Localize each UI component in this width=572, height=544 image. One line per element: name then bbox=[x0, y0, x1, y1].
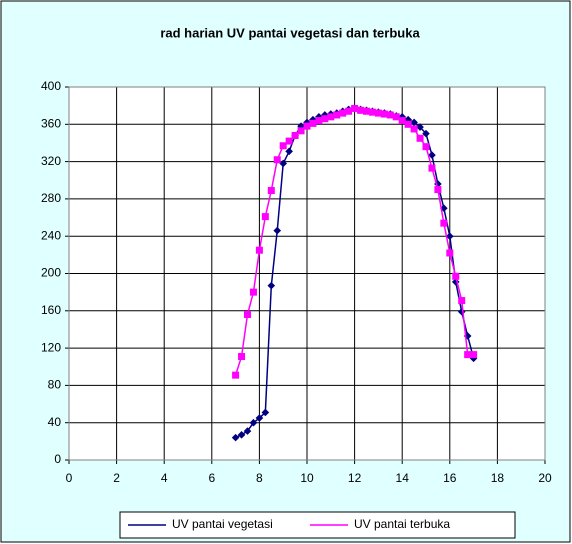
marker bbox=[351, 104, 359, 112]
marker bbox=[470, 351, 478, 359]
marker bbox=[291, 131, 299, 139]
x-tick-label: 6 bbox=[208, 471, 215, 485]
y-tick-label: 80 bbox=[48, 378, 62, 392]
marker bbox=[285, 137, 293, 145]
marker bbox=[267, 187, 275, 195]
marker bbox=[255, 414, 264, 422]
marker bbox=[410, 118, 418, 127]
marker bbox=[368, 108, 376, 116]
x-tick-label: 4 bbox=[161, 471, 168, 485]
marker bbox=[374, 109, 382, 117]
marker bbox=[327, 113, 335, 121]
marker bbox=[410, 125, 418, 133]
marker bbox=[273, 226, 282, 235]
y-tick-label: 40 bbox=[48, 415, 62, 429]
marker bbox=[321, 115, 329, 123]
marker bbox=[428, 151, 436, 159]
marker bbox=[333, 111, 341, 119]
legend-label: UV pantai terbuka bbox=[354, 517, 450, 531]
marker bbox=[434, 186, 442, 194]
marker bbox=[339, 109, 347, 117]
marker bbox=[446, 232, 454, 240]
marker bbox=[285, 147, 293, 156]
y-tick-label: 120 bbox=[41, 340, 61, 354]
marker bbox=[232, 371, 240, 379]
marker bbox=[267, 281, 276, 290]
y-tick-label: 360 bbox=[41, 116, 61, 130]
marker bbox=[404, 120, 412, 128]
marker bbox=[458, 297, 466, 305]
marker bbox=[297, 127, 305, 135]
marker bbox=[237, 431, 246, 439]
marker bbox=[440, 219, 448, 227]
grid bbox=[65, 86, 546, 464]
y-tick-label: 400 bbox=[41, 79, 61, 93]
marker bbox=[244, 311, 251, 319]
marker bbox=[451, 278, 460, 286]
marker bbox=[363, 107, 370, 115]
marker bbox=[440, 204, 448, 213]
marker bbox=[464, 351, 472, 359]
x-tick-label: 10 bbox=[300, 471, 314, 485]
x-tick-label: 16 bbox=[443, 471, 457, 485]
marker bbox=[357, 106, 365, 114]
marker bbox=[297, 122, 305, 130]
y-tick-label: 200 bbox=[41, 266, 61, 280]
marker bbox=[386, 111, 394, 119]
marks bbox=[143, 104, 478, 529]
marker bbox=[238, 352, 246, 360]
y-tick-label: 0 bbox=[54, 452, 61, 466]
x-tick-label: 0 bbox=[66, 471, 73, 485]
marker bbox=[315, 117, 323, 125]
x-tick-label: 20 bbox=[538, 471, 552, 485]
marker bbox=[428, 164, 436, 172]
x-tick-label: 18 bbox=[491, 471, 505, 485]
marker bbox=[446, 249, 454, 257]
marker bbox=[273, 156, 281, 164]
x-tick-label: 12 bbox=[348, 471, 362, 485]
legend-label: UV pantai vegetasi bbox=[172, 517, 273, 531]
y-tick-label: 240 bbox=[41, 228, 61, 242]
marker bbox=[422, 129, 430, 138]
marker bbox=[422, 143, 430, 151]
marker bbox=[303, 122, 311, 130]
marker bbox=[398, 117, 406, 125]
marker bbox=[243, 427, 252, 435]
marker bbox=[255, 246, 263, 254]
chart-title: rad harian UV pantai vegetasi dan terbuk… bbox=[160, 25, 420, 40]
plot-border bbox=[68, 86, 546, 461]
marker bbox=[261, 408, 270, 417]
marker bbox=[392, 113, 400, 121]
marker bbox=[380, 110, 388, 118]
marker bbox=[469, 354, 478, 363]
marker bbox=[279, 142, 287, 150]
y-tick-label: 280 bbox=[41, 191, 61, 205]
x-tick-label: 2 bbox=[113, 471, 120, 485]
marker bbox=[261, 213, 269, 221]
marker bbox=[434, 180, 442, 188]
marker bbox=[345, 107, 353, 115]
marker bbox=[309, 119, 317, 127]
marker bbox=[452, 272, 460, 280]
marker bbox=[249, 288, 257, 296]
marker bbox=[231, 433, 240, 442]
y-tick-label: 160 bbox=[41, 303, 61, 317]
marker bbox=[416, 123, 424, 131]
marker bbox=[416, 134, 424, 142]
marker bbox=[249, 418, 258, 427]
marker bbox=[279, 159, 287, 168]
x-tick-label: 14 bbox=[396, 471, 410, 485]
y-tick-label: 320 bbox=[41, 154, 61, 168]
x-tick-label: 8 bbox=[256, 471, 263, 485]
